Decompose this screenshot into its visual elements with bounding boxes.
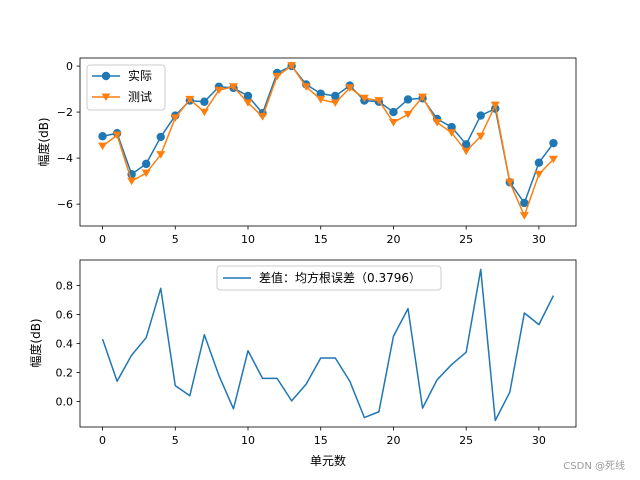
top-point-marker xyxy=(505,178,515,187)
top-point-marker xyxy=(447,122,456,132)
legend-label-test: 测试 xyxy=(128,89,152,104)
bottom-x-tick-label: 5 xyxy=(172,434,179,447)
top-y-axis-label: 幅度(dB) xyxy=(36,117,51,166)
top-x-tick-label: 15 xyxy=(314,233,328,246)
top-point-marker xyxy=(418,93,428,102)
top-point-marker xyxy=(127,177,137,186)
top-legend-frame xyxy=(86,64,166,111)
top-point-marker xyxy=(345,84,355,92)
legend-label-actual: 实际 xyxy=(128,68,152,83)
legend-label-difference: 差值：均方根误差（0.3796） xyxy=(259,270,421,285)
top-point-marker xyxy=(331,91,340,101)
top-point-marker xyxy=(199,108,209,117)
bottom-y-tick-label: 0.0 xyxy=(56,396,74,409)
bottom-x-tick-label: 20 xyxy=(386,434,400,447)
top-point-marker xyxy=(98,132,107,141)
bottom-x-tick-label: 0 xyxy=(99,434,106,447)
top-point-marker xyxy=(243,91,253,101)
top-point-marker xyxy=(520,198,529,208)
top-legend: 实际 测试 xyxy=(86,64,166,111)
top-point-marker xyxy=(374,97,384,105)
top-point-marker xyxy=(432,118,442,127)
amplitude-comparison-chart: 0 5 10 15 20 25 30 0 −2 −4 −6 幅度(dB) 实际 测试 xyxy=(36,57,577,246)
bottom-x-tick-label: 10 xyxy=(241,434,255,447)
top-y-tick-label: −2 xyxy=(57,106,73,119)
top-y-tick-label: −6 xyxy=(57,198,73,211)
bottom-x-tick-label: 25 xyxy=(459,434,473,447)
bottom-x-axis-label: 单元数 xyxy=(310,453,346,468)
top-point-marker xyxy=(258,113,268,121)
top-point-marker xyxy=(170,114,180,122)
top-point-marker xyxy=(272,72,282,81)
top-point-marker xyxy=(403,95,413,104)
top-point-marker xyxy=(156,151,166,159)
top-y-tick-label: −4 xyxy=(57,152,73,165)
top-x-tick-label: 20 xyxy=(386,233,400,246)
top-point-marker xyxy=(301,83,311,91)
bottom-legend-frame xyxy=(216,265,442,291)
top-x-tick-label: 30 xyxy=(532,233,546,246)
top-point-marker xyxy=(359,94,369,103)
top-point-marker xyxy=(200,97,209,106)
top-point-marker xyxy=(476,111,485,120)
top-point-marker xyxy=(476,132,486,141)
top-point-marker xyxy=(287,62,297,70)
top-point-marker xyxy=(316,95,326,104)
bottom-y-tick-label: 0.8 xyxy=(56,279,74,292)
bottom-y-axis-label: 幅度(dB) xyxy=(28,318,43,367)
watermark: CSDN @死线 xyxy=(563,459,625,472)
top-point-marker xyxy=(389,107,398,117)
top-point-marker xyxy=(461,147,471,156)
top-point-marker xyxy=(490,101,500,110)
bottom-series-line-0 xyxy=(101,268,555,422)
top-y-tick-label: 0 xyxy=(66,60,73,73)
bottom-y-tick-label: 0.2 xyxy=(56,367,74,380)
top-point-marker xyxy=(214,86,224,95)
legend-marker-test xyxy=(101,93,111,101)
legend-marker-actual xyxy=(101,71,111,81)
bottom-y-tick-label: 0.4 xyxy=(56,338,74,351)
top-point-marker xyxy=(403,110,413,119)
top-point-marker xyxy=(534,170,544,179)
top-point-marker xyxy=(549,138,558,148)
difference-chart: 0 5 10 15 20 25 30 0.0 0.2 0.4 0.6 0.8 幅度(dB) 单元数 差… xyxy=(28,259,577,468)
top-point-marker xyxy=(243,99,253,107)
top-point-marker xyxy=(112,131,122,140)
bottom-legend: 差值：均方根误差（0.3796） xyxy=(216,265,442,291)
top-point-marker xyxy=(548,155,558,164)
top-point-marker xyxy=(330,99,340,107)
bottom-x-tick-label: 30 xyxy=(532,434,546,447)
top-point-marker xyxy=(461,140,471,149)
top-point-marker xyxy=(185,95,195,104)
top-point-marker xyxy=(519,212,529,220)
bottom-y-tick-label: 0.6 xyxy=(56,308,74,321)
top-point-marker xyxy=(447,129,457,137)
top-point-marker xyxy=(388,118,398,127)
top-point-marker xyxy=(156,132,165,142)
top-point-marker xyxy=(141,159,151,169)
top-point-marker xyxy=(316,89,325,98)
top-x-tick-label: 5 xyxy=(172,233,179,246)
top-point-marker xyxy=(141,169,151,178)
top-point-marker xyxy=(534,158,544,167)
top-point-marker xyxy=(228,83,238,91)
top-x-tick-label: 25 xyxy=(459,233,473,246)
top-point-marker xyxy=(98,142,108,151)
bottom-x-tick-label: 15 xyxy=(314,434,328,447)
top-x-tick-label: 10 xyxy=(241,233,255,246)
top-x-tick-label: 0 xyxy=(99,233,106,246)
